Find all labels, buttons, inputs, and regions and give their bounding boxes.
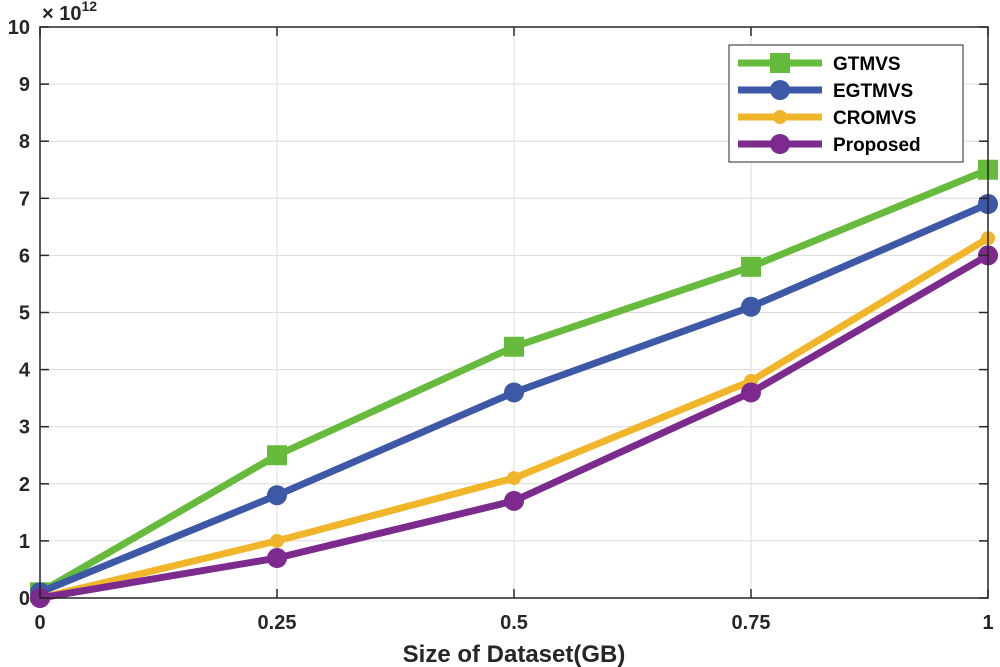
y-tick-label: 0 — [19, 588, 30, 610]
x-tick-label: 1 — [982, 612, 993, 634]
x-axis-label: Size of Dataset(GB) — [403, 641, 626, 667]
y-tick-label: 2 — [19, 474, 30, 496]
x-tick-label: 0.75 — [732, 612, 771, 634]
data-point-cromvs — [507, 471, 521, 486]
x-tick-label: 0 — [34, 612, 45, 634]
legend-marker-cromvs — [773, 110, 787, 124]
data-point-gtmvs — [267, 445, 287, 466]
y-tick-label: 5 — [19, 303, 30, 325]
data-point-egtmvs — [267, 485, 287, 506]
x-axis-ticks: 0 0.25 0.5 0.75 1 — [34, 27, 994, 634]
y-exponent-power: 12 — [81, 0, 97, 14]
y-tick-label: 9 — [19, 74, 30, 96]
data-point-gtmvs — [504, 336, 524, 357]
data-point-egtmvs — [504, 382, 524, 403]
data-point-proposed — [267, 548, 287, 569]
legend-entry-proposed: Proposed — [738, 134, 921, 156]
legend-label-cromvs: CROMVS — [833, 108, 916, 129]
y-tick-label: 4 — [19, 360, 31, 382]
series-egtmvs — [30, 194, 998, 603]
y-tick-label: 3 — [19, 417, 30, 439]
series-proposed — [30, 245, 998, 608]
legend-label-proposed: Proposed — [833, 135, 921, 156]
data-point-egtmvs — [741, 296, 761, 317]
data-point-cromvs — [270, 533, 284, 548]
legend-label-gtmvs: GTMVS — [833, 54, 901, 75]
legend-marker-egtmvs — [770, 80, 790, 100]
legend: GTMVS EGTMVS CROMVS Proposed — [728, 44, 964, 163]
y-tick-label: 8 — [19, 131, 30, 153]
y-tick-label: 7 — [19, 188, 30, 210]
legend-entry-egtmvs: EGTMVS — [738, 80, 913, 102]
data-point-proposed — [504, 490, 524, 511]
y-axis-ticks: 0 1 2 3 4 5 6 7 8 9 10 — [8, 17, 988, 610]
legend-entry-gtmvs: GTMVS — [738, 53, 901, 75]
legend-entry-cromvs: CROMVS — [738, 108, 916, 129]
y-tick-label: 10 — [8, 17, 30, 39]
legend-marker-proposed — [770, 134, 790, 154]
y-tick-label: 1 — [19, 531, 30, 553]
y-tick-label: 6 — [19, 245, 30, 267]
data-point-proposed — [741, 382, 761, 403]
x-tick-label: 0.5 — [500, 612, 528, 634]
data-point-gtmvs — [741, 256, 761, 277]
legend-label-egtmvs: EGTMVS — [833, 81, 913, 102]
y-exponent-label: × 1012 — [42, 0, 97, 25]
legend-marker-gtmvs — [770, 53, 790, 73]
x-tick-label: 0.25 — [258, 612, 297, 634]
